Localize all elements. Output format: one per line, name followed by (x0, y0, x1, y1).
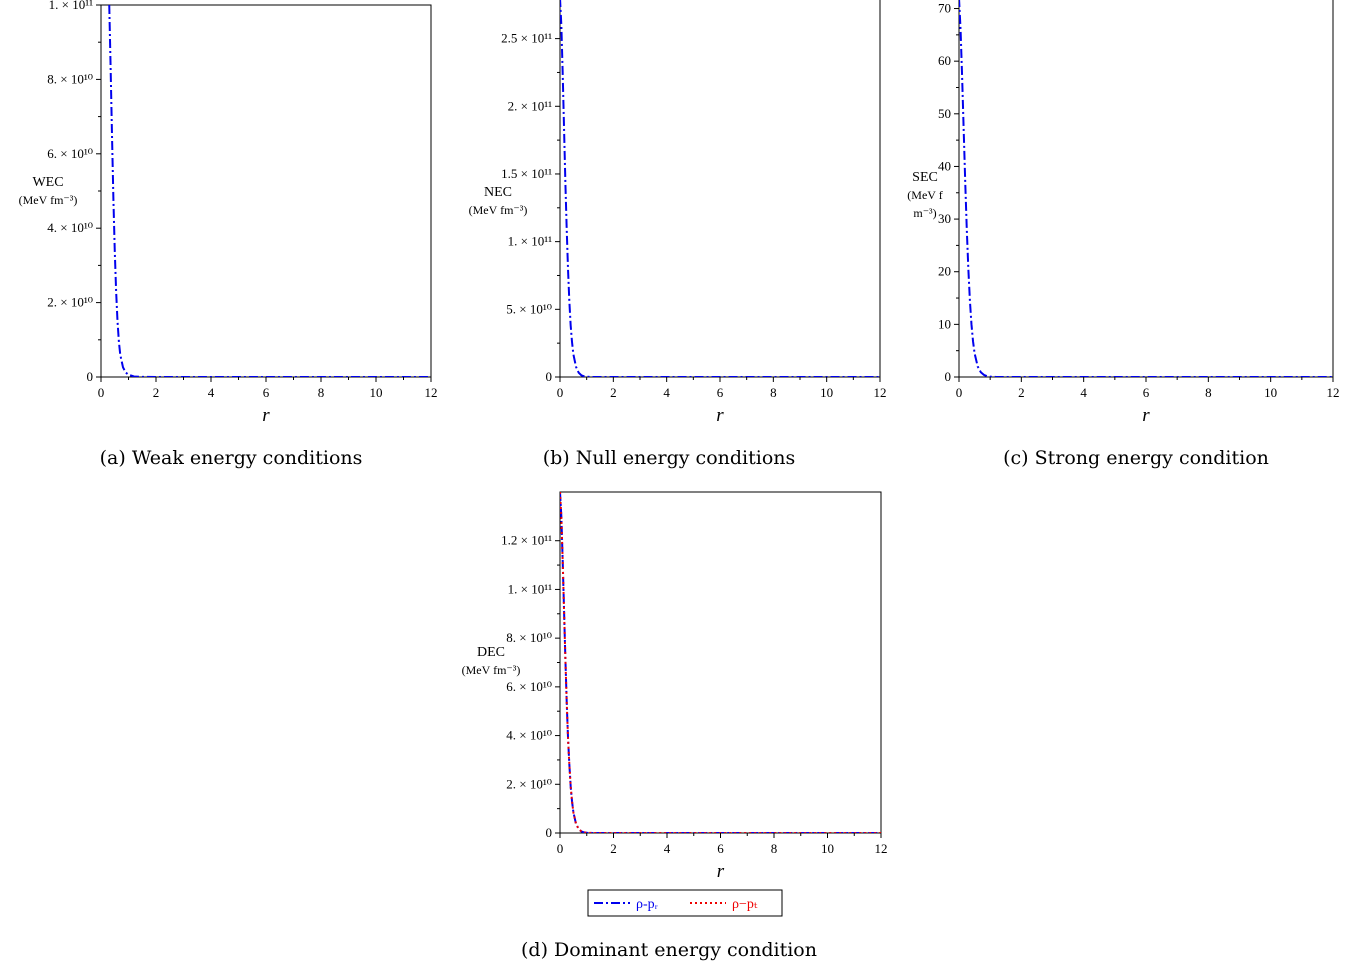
y-tick-label-b: 1.5 × 10¹¹ (501, 166, 552, 181)
y-tick-label-b: 2.5 × 10¹¹ (501, 31, 552, 46)
x-tick-label-b: 10 (820, 385, 833, 400)
legend-d: ρ-pᵣ ρ−pₜ (587, 889, 783, 917)
x-tick-label-b: 2 (610, 385, 617, 400)
x-tick-label-a: 0 (98, 385, 105, 400)
y-axis-label-b: (MeV fm⁻³) (469, 203, 528, 217)
plot-frame-a (100, 4, 432, 378)
x-tick-label-c: 4 (1080, 385, 1087, 400)
series-line-b-0 (560, 0, 880, 377)
x-axis-label-c: r (1142, 405, 1150, 426)
series-line-a-0 (108, 5, 431, 377)
x-axis-label-b: r (716, 405, 724, 426)
y-tick-label-d: 1. × 10¹¹ (508, 581, 552, 596)
plot-frame-d (559, 491, 882, 834)
y-axis-label-b: NEC (484, 185, 512, 200)
y-axis-label-c: m⁻³) (913, 206, 936, 220)
y-tick-label-a: 4. × 10¹⁰ (47, 220, 93, 235)
x-tick-label-a: 12 (425, 385, 438, 400)
x-tick-label-d: 4 (664, 841, 671, 856)
x-tick-label-d: 6 (717, 841, 724, 856)
panel-d-dominant-energy: 0 2 4 6 8 10 12 0 2. × 10¹⁰ 4. × 10¹⁰ 6. × 10¹⁰ 8. … (462, 491, 888, 917)
x-tick-label-c: 8 (1205, 385, 1212, 400)
x-axis-label-a: r (262, 405, 270, 426)
x-tick-label-a: 2 (153, 385, 160, 400)
caption-a: (a) Weak energy conditions (99, 447, 363, 469)
caption-d: (d) Dominant energy condition (521, 939, 817, 961)
y-tick-label-b: 5. × 10¹⁰ (506, 301, 552, 316)
y-tick-label-d: 0 (546, 825, 553, 840)
x-tick-label-d: 2 (610, 841, 617, 856)
y-tick-label-d: 1.2 × 10¹¹ (501, 533, 552, 548)
y-axis-label-c: SEC (912, 170, 938, 185)
y-tick-label-b: 2. × 10¹¹ (508, 98, 552, 113)
x-tick-label-b: 8 (770, 385, 777, 400)
y-tick-label-d: 6. × 10¹⁰ (506, 679, 552, 694)
x-tick-label-c: 10 (1264, 385, 1277, 400)
x-tick-label-b: 6 (717, 385, 724, 400)
y-tick-label-c: 40 (938, 158, 951, 173)
x-tick-label-d: 0 (557, 841, 564, 856)
y-tick-label-a: 6. × 10¹⁰ (47, 146, 93, 161)
caption-c: (c) Strong energy condition (1003, 447, 1269, 469)
y-tick-label-a: 8. × 10¹⁰ (47, 71, 93, 86)
panel-b-null-energy: 0 2 4 6 8 10 12 0 5. × 10¹⁰ 1. × 10¹¹ 1.5 × 10¹¹ 2.… (469, 0, 887, 426)
y-tick-label-d: 8. × 10¹⁰ (506, 630, 552, 645)
x-tick-label-d: 12 (875, 841, 888, 856)
x-tick-label-c: 6 (1143, 385, 1150, 400)
caption-b: (b) Null energy conditions (542, 447, 796, 469)
x-tick-label-a: 10 (370, 385, 383, 400)
y-tick-label-d: 2. × 10¹⁰ (506, 776, 552, 791)
legend-entry-label: ρ−pₜ (732, 897, 758, 912)
panel-c-strong-energy: 0 2 4 6 8 10 12 0 10 20 30 40 50 60 70 r SEC (MeV f m⁻³) (907, 0, 1340, 426)
x-tick-label-b: 0 (557, 385, 564, 400)
y-tick-label-a: 0 (87, 369, 94, 384)
y-tick-label-c: 30 (938, 211, 951, 226)
x-axis-label-d: r (717, 861, 725, 882)
plot-frame-c (958, 0, 1334, 378)
x-tick-label-d: 8 (771, 841, 778, 856)
series-line-d-0 (560, 492, 881, 833)
panel-a-weak-energy: 0 2 4 6 8 10 12 0 2. × 10¹⁰ 4. × 10¹⁰ 6. × 10¹⁰ 8. … (19, 0, 438, 426)
y-axis-label-d: DEC (477, 645, 505, 660)
y-tick-label-c: 10 (938, 316, 951, 331)
x-tick-label-c: 2 (1018, 385, 1025, 400)
x-tick-label-d: 10 (821, 841, 834, 856)
y-tick-label-c: 20 (938, 264, 951, 279)
y-axis-label-a: (MeV fm⁻³) (19, 193, 78, 207)
x-tick-label-b: 12 (874, 385, 887, 400)
y-tick-label-b: 0 (546, 369, 553, 384)
y-tick-label-a: 2. × 10¹⁰ (47, 295, 93, 310)
x-tick-label-a: 8 (318, 385, 325, 400)
y-tick-label-c: 70 (938, 1, 951, 16)
series-line-d-1 (560, 492, 881, 833)
x-tick-label-c: 0 (956, 385, 963, 400)
x-tick-label-a: 4 (208, 385, 215, 400)
y-tick-label-b: 1. × 10¹¹ (508, 234, 552, 249)
plot-frame-b (559, 0, 881, 378)
y-axis-label-d: (MeV fm⁻³) (462, 663, 521, 677)
y-tick-label-c: 0 (945, 369, 952, 384)
series-line-c-0 (959, 0, 1333, 377)
y-axis-label-a: WEC (32, 175, 63, 190)
x-tick-label-b: 4 (663, 385, 670, 400)
y-tick-label-d: 4. × 10¹⁰ (506, 728, 552, 743)
y-tick-label-a: 1. × 10¹¹ (49, 0, 93, 12)
legend-box (587, 889, 783, 917)
y-axis-label-c: (MeV f (907, 188, 942, 202)
y-tick-label-c: 60 (938, 53, 951, 68)
legend-entry-label: ρ-pᵣ (636, 897, 658, 912)
x-tick-label-c: 12 (1327, 385, 1340, 400)
x-tick-label-a: 6 (263, 385, 270, 400)
y-tick-label-c: 50 (938, 106, 951, 121)
